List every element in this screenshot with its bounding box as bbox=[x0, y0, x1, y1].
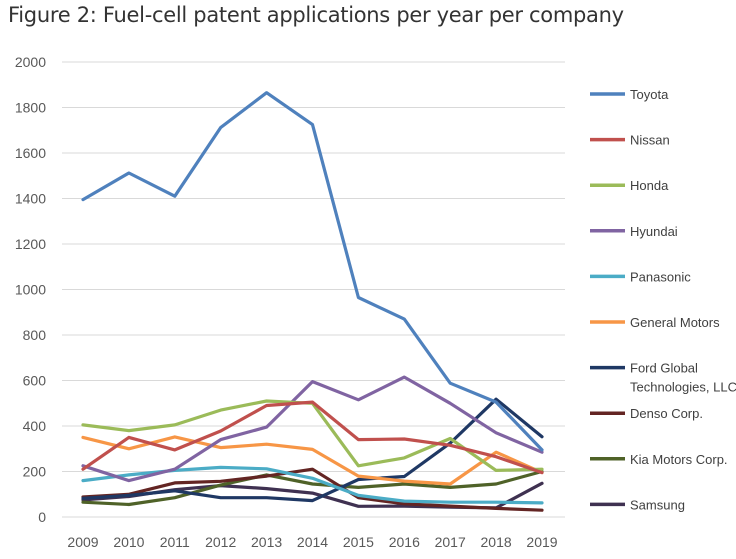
legend-label-hyundai: Hyundai bbox=[630, 224, 678, 239]
series-line-general-motors bbox=[81, 435, 544, 486]
x-tick-label: 2019 bbox=[526, 534, 557, 550]
y-tick-label: 1600 bbox=[15, 145, 46, 161]
x-axis-ticks: 2009 2010 2011 2012 2013 2014 2015 2016 2017 2018… bbox=[67, 534, 557, 550]
series-line-ford-global-technologies-llc bbox=[81, 397, 544, 503]
y-tick-label: 1000 bbox=[15, 282, 46, 298]
x-tick-label: 2013 bbox=[251, 534, 282, 550]
x-tick-label: 2012 bbox=[205, 534, 236, 550]
legend-label-denso-corp: Denso Corp. bbox=[630, 406, 703, 421]
legend-label-honda: Honda bbox=[630, 178, 669, 193]
legend-label-panasonic: Panasonic bbox=[630, 269, 691, 284]
legend-label-ford-global-technologies-llc: Ford Global Technologies, LLC bbox=[630, 361, 736, 395]
legend-label-samsung: Samsung bbox=[630, 497, 685, 512]
legend-label-kia-motors-corp: Kia Motors Corp. bbox=[630, 452, 728, 467]
y-tick-label: 800 bbox=[23, 327, 47, 343]
x-tick-label: 2018 bbox=[481, 534, 512, 550]
y-tick-label: 1400 bbox=[15, 191, 46, 207]
x-tick-label: 2015 bbox=[343, 534, 374, 550]
legend: Toyota Nissan Honda Hyundai Panasonic General… bbox=[590, 87, 736, 512]
y-tick-label: 2000 bbox=[15, 54, 46, 70]
legend-label-nissan: Nissan bbox=[630, 133, 670, 148]
y-tick-label: 0 bbox=[38, 509, 46, 525]
y-tick-label: 600 bbox=[23, 373, 47, 389]
x-tick-label: 2014 bbox=[297, 534, 328, 550]
x-tick-label: 2017 bbox=[435, 534, 466, 550]
x-tick-label: 2011 bbox=[160, 534, 190, 550]
series-line-hyundai bbox=[81, 375, 544, 483]
series-lines bbox=[81, 91, 544, 512]
series-line-denso-corp bbox=[81, 467, 544, 512]
y-tick-label: 400 bbox=[23, 418, 47, 434]
y-tick-label: 1800 bbox=[15, 100, 46, 116]
series-line-toyota bbox=[81, 91, 544, 452]
legend-label-general-motors: General Motors bbox=[630, 315, 720, 330]
x-tick-label: 2010 bbox=[113, 534, 144, 550]
figure-title: Figure 2: Fuel-cell patent applications … bbox=[8, 3, 624, 27]
y-axis-ticks: 0 200 400 600 800 1000 1200 1400 1600 1800 2000 bbox=[15, 54, 46, 525]
legend-label-toyota: Toyota bbox=[630, 87, 669, 102]
x-tick-label: 2009 bbox=[67, 534, 98, 550]
series-line-nissan bbox=[81, 400, 544, 475]
y-tick-label: 200 bbox=[23, 464, 47, 480]
y-tick-label: 1200 bbox=[15, 236, 46, 252]
series-line-honda bbox=[81, 399, 544, 472]
x-tick-label: 2016 bbox=[389, 534, 420, 550]
series-line-kia-motors-corp bbox=[81, 469, 544, 507]
